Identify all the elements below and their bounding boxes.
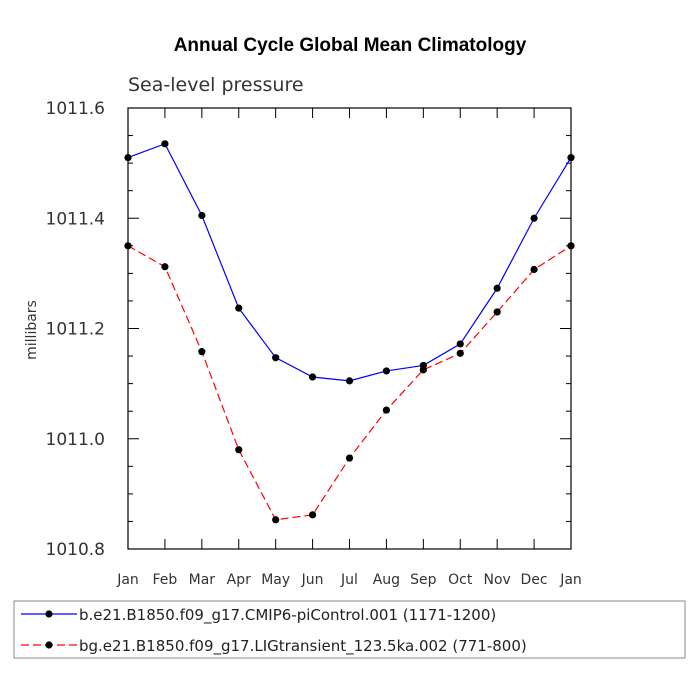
x-tick-label: Nov <box>484 572 511 588</box>
y-tick-label: 1011.0 <box>46 430 105 450</box>
x-tick-label: May <box>261 572 290 588</box>
data-point-s1-6 <box>345 454 354 462</box>
data-point-s1-12 <box>567 242 575 250</box>
legend-marker-1 <box>45 641 53 649</box>
x-tick-label: Jan <box>559 572 582 588</box>
data-point-s1-10 <box>493 308 501 316</box>
data-point-s1-3 <box>235 446 243 454</box>
data-point-s0-12 <box>567 154 575 162</box>
data-point-s0-1 <box>161 140 169 148</box>
data-point-s1-11 <box>530 265 538 274</box>
data-point-s1-4 <box>272 516 280 524</box>
data-point-s0-0 <box>124 154 132 162</box>
x-tick-label: Feb <box>153 572 178 588</box>
legend-label-1: bg.e21.B1850.f09_g17.LIGtransient_123.5k… <box>79 637 527 656</box>
y-tick-label: 1011.2 <box>46 320 105 340</box>
x-tick-label: Dec <box>521 572 548 588</box>
data-point-s0-3 <box>235 304 243 312</box>
data-point-s1-0 <box>124 242 132 250</box>
data-point-s0-10 <box>493 284 501 292</box>
chart-title: Annual Cycle Global Mean Climatology <box>173 35 527 56</box>
y-tick-label: 1011.6 <box>46 99 105 119</box>
x-tick-label: Jun <box>301 572 324 588</box>
y-tick-label: 1011.4 <box>46 209 105 229</box>
data-point-s1-7 <box>382 406 391 414</box>
legend-box <box>13 600 686 659</box>
x-tick-label: Sep <box>410 572 437 588</box>
data-point-s0-2 <box>198 211 206 220</box>
data-point-s0-9 <box>456 340 464 348</box>
data-point-s1-2 <box>198 348 206 356</box>
plot-frame <box>127 107 572 550</box>
data-point-s1-8 <box>419 366 427 374</box>
data-point-s0-4 <box>272 354 280 362</box>
x-tick-label: Jul <box>340 572 358 588</box>
x-tick-label: Aug <box>373 572 400 588</box>
legend-marker-0 <box>45 610 53 618</box>
chart-subtitle: Sea-level pressure <box>128 74 304 96</box>
series-layer <box>124 140 575 524</box>
x-tick-label: Oct <box>448 572 473 588</box>
x-tick-label: Jan <box>116 572 139 588</box>
data-point-s1-1 <box>161 263 169 271</box>
legend-label-0: b.e21.B1850.f09_g17.CMIP6-piControl.001 … <box>79 606 496 625</box>
ticks-layer: Jan Feb Mar Apr May Jun Jul Aug Sep Oct Nov Dec Jan 1… <box>46 99 582 588</box>
data-point-s0-11 <box>530 214 538 222</box>
data-point-s1-9 <box>456 349 464 357</box>
data-point-s0-6 <box>345 377 354 385</box>
data-point-s0-5 <box>308 373 317 381</box>
x-tick-label: Mar <box>189 572 216 588</box>
legend-layer: b.e21.B1850.f09_g17.CMIP6-piControl.001 … <box>21 606 527 656</box>
series-line-0 <box>127 143 572 382</box>
x-tick-label: Apr <box>227 572 251 588</box>
y-axis-label: millibars <box>24 300 40 360</box>
data-point-s1-5 <box>308 511 317 519</box>
y-tick-label: 1010.8 <box>46 540 105 560</box>
data-point-s0-7 <box>382 367 391 375</box>
